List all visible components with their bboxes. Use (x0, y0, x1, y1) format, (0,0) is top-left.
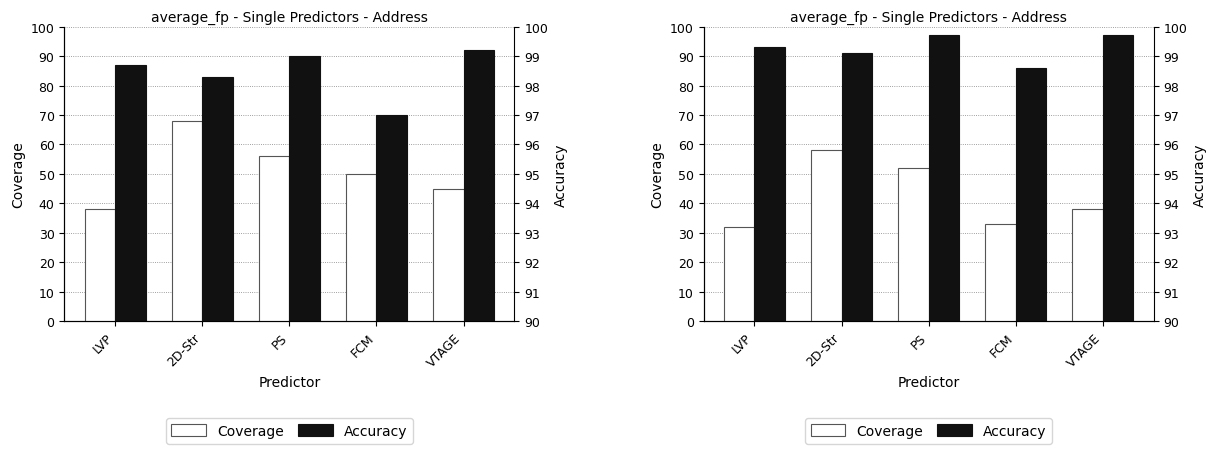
Bar (376, 116, 407, 321)
Bar (842, 54, 872, 321)
Y-axis label: Accuracy: Accuracy (554, 143, 568, 206)
Bar (259, 157, 290, 321)
Bar (754, 48, 784, 321)
Bar (811, 151, 842, 321)
Bar (1072, 210, 1102, 321)
Bar (898, 168, 928, 321)
Bar (723, 227, 754, 321)
Bar (346, 174, 376, 321)
Title: average_fp - Single Predictors - Address: average_fp - Single Predictors - Address (790, 11, 1067, 25)
Title: average_fp - Single Predictors - Address: average_fp - Single Predictors - Address (151, 11, 428, 25)
Bar (172, 122, 202, 321)
Bar (928, 36, 959, 321)
Bar (434, 189, 464, 321)
Bar (1016, 69, 1046, 321)
Legend: Coverage, Accuracy: Coverage, Accuracy (166, 419, 413, 443)
Y-axis label: Coverage: Coverage (650, 141, 664, 208)
Y-axis label: Accuracy: Accuracy (1192, 143, 1207, 206)
Bar (985, 224, 1016, 321)
Bar (116, 66, 146, 321)
Bar (1102, 36, 1133, 321)
Y-axis label: Coverage: Coverage (11, 141, 26, 208)
Bar (290, 57, 320, 321)
Bar (202, 78, 233, 321)
X-axis label: Predictor: Predictor (258, 375, 320, 389)
Legend: Coverage, Accuracy: Coverage, Accuracy (805, 419, 1052, 443)
X-axis label: Predictor: Predictor (898, 375, 960, 389)
Bar (85, 210, 116, 321)
Bar (464, 51, 495, 321)
